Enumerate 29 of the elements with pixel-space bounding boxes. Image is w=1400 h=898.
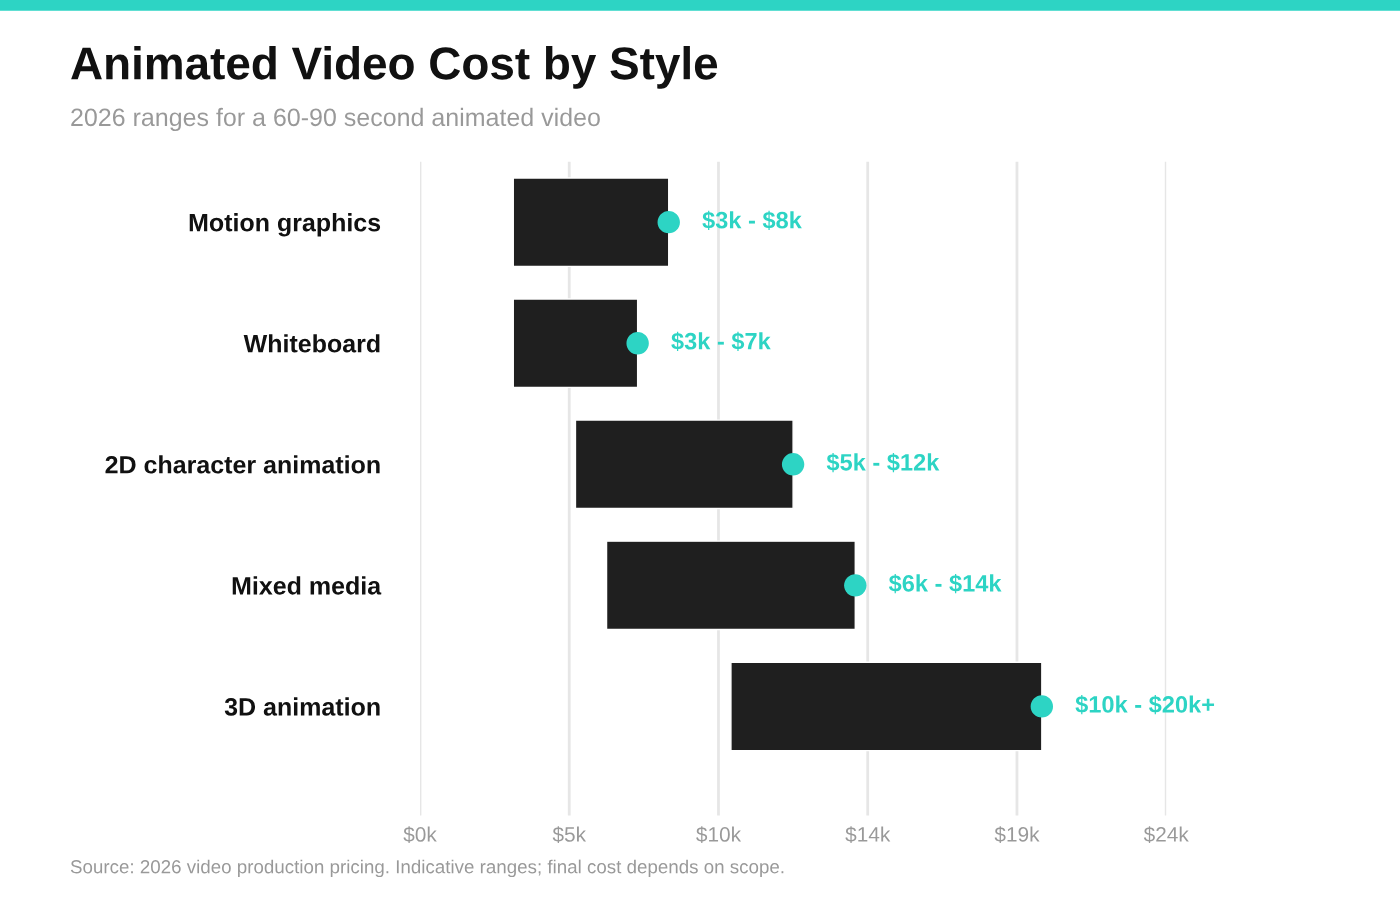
bar	[574, 419, 794, 510]
bar	[730, 661, 1043, 752]
x-tick-label: $10k	[696, 826, 742, 844]
chart-title: Animated Video Cost by Style	[71, 45, 718, 89]
point	[1030, 695, 1054, 718]
bar	[512, 298, 639, 389]
data-label: $6k - $14k	[888, 573, 1002, 594]
data-label: $3k - $8k	[702, 210, 802, 231]
y-tick-label: 3D animation	[224, 697, 380, 716]
data-label: $5k - $12k	[826, 452, 940, 473]
y-tick-label: Motion graphics	[189, 213, 381, 237]
x-tick-label: $24k	[1143, 826, 1189, 844]
x-tick-label: $14k	[845, 826, 891, 844]
y-tick-label: Mixed media	[232, 576, 382, 595]
point	[626, 332, 649, 355]
point	[844, 574, 867, 597]
bar	[605, 540, 856, 631]
bar	[512, 177, 670, 268]
source-note: Source: 2026 video production pricing. Indicative ranges; final cost depends on scope.	[70, 859, 784, 878]
x-tick-label: $19k	[994, 826, 1040, 844]
y-tick-label: Whiteboard	[243, 334, 380, 353]
point	[781, 453, 805, 476]
y-tick-label: 2D character animation	[105, 455, 380, 474]
x-tick-label: $0k	[403, 826, 437, 844]
x-tick-label: $5k	[552, 826, 587, 844]
data-label: $3k - $7k	[671, 331, 771, 352]
data-label: $10k - $20k+	[1075, 695, 1215, 715]
point	[657, 210, 680, 234]
chart-subtitle: 2026 ranges for a 60-90 second animated video	[71, 107, 600, 132]
